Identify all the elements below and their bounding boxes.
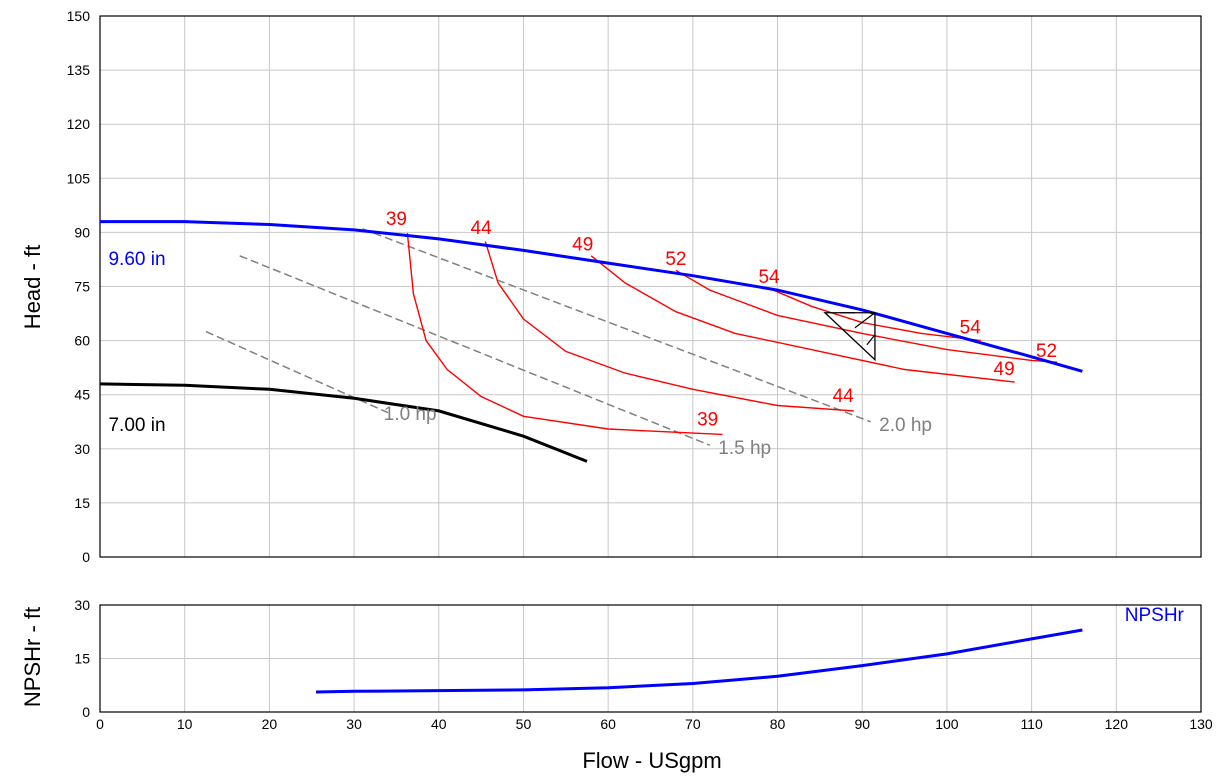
- power-curve-label: 1.0 hp: [384, 404, 437, 425]
- bep-marker-triangle: [823, 312, 876, 362]
- npshr-x-tick-label: 130: [1189, 716, 1213, 732]
- npshr-x-tick-label: 20: [262, 716, 278, 732]
- head-y-tick-label: 60: [74, 333, 90, 349]
- head-y-tick-label: 150: [67, 8, 91, 24]
- npshr-x-tick-label: 100: [935, 716, 959, 732]
- head-y-tick-label: 75: [74, 279, 90, 295]
- efficiency-label: 52: [665, 249, 686, 270]
- power-curve-line: [205, 330, 389, 414]
- npshr-x-tick-label: 80: [770, 716, 786, 732]
- npshr-curve-line: [315, 628, 1083, 694]
- efficiency-label: 54: [960, 317, 982, 338]
- bep-marker: [823, 312, 876, 362]
- impeller-curve-label: 9.60 in: [108, 249, 165, 270]
- head-y-tick-label: 135: [67, 62, 91, 78]
- efficiency-curve-line: [590, 255, 1015, 383]
- impeller-curve-line: [99, 382, 588, 463]
- npshr-x-tick-label: 0: [96, 716, 104, 732]
- efficiency-label: 39: [386, 209, 407, 230]
- efficiency-curve-line: [406, 233, 723, 436]
- efficiency-label: 54: [758, 267, 780, 288]
- head-y-tick-label: 120: [67, 116, 91, 132]
- power-curve-label: 2.0 hp: [879, 415, 932, 436]
- power-curve-line: [239, 255, 711, 446]
- head-axis-title: Head - ft: [20, 245, 45, 329]
- efficiency-label: 49: [572, 234, 593, 255]
- efficiency-curve-line: [484, 241, 854, 412]
- head-y-tick-label: 15: [74, 495, 90, 511]
- efficiency-label: 44: [833, 386, 855, 407]
- flow-axis-title: Flow - USgpm: [582, 748, 721, 773]
- npshr-x-tick-label: 90: [854, 716, 870, 732]
- bep-marker-line: [866, 334, 876, 346]
- npshr-x-tick-label: 10: [177, 716, 193, 732]
- npshr-x-tick-label: 110: [1020, 716, 1043, 732]
- npshr-x-tick-label: 30: [346, 716, 362, 732]
- head-y-tick-label: 30: [74, 441, 90, 457]
- npshr-y-tick-label: 0: [82, 704, 90, 720]
- npshr-axis-title: NPSHr - ft: [20, 607, 45, 707]
- npshr-y-tick-label: 15: [74, 651, 90, 667]
- npshr-x-tick-label: 40: [431, 716, 447, 732]
- npshr-x-tick-label: 120: [1105, 716, 1129, 732]
- power-curve-line: [362, 228, 871, 423]
- npshr-x-tick-label: 50: [516, 716, 532, 732]
- head-y-tick-label: 45: [74, 387, 90, 403]
- efficiency-label: 52: [1036, 341, 1057, 362]
- impeller-curve-line: [100, 220, 1083, 373]
- efficiency-label: 49: [994, 359, 1015, 380]
- power-curve-label: 1.5 hp: [718, 438, 771, 459]
- npshr-x-tick-label: 70: [685, 716, 701, 732]
- head-y-tick-label: 0: [82, 549, 90, 565]
- impeller-curve-label: 7.00 in: [108, 415, 165, 436]
- npshr-x-tick-label: 60: [600, 716, 616, 732]
- head-y-tick-label: 90: [74, 224, 90, 240]
- bep-marker-line: [854, 312, 876, 329]
- efficiency-label: 39: [697, 409, 718, 430]
- npshr-y-tick-label: 30: [74, 597, 90, 613]
- npshr-curve-label: NPSHr: [1125, 605, 1185, 626]
- head-y-tick-label: 105: [67, 170, 91, 186]
- efficiency-label: 44: [471, 218, 493, 239]
- npshr-plot-frame: [99, 604, 1202, 713]
- head-plot-frame: [99, 15, 1202, 558]
- efficiency-curve-line: [675, 269, 1058, 363]
